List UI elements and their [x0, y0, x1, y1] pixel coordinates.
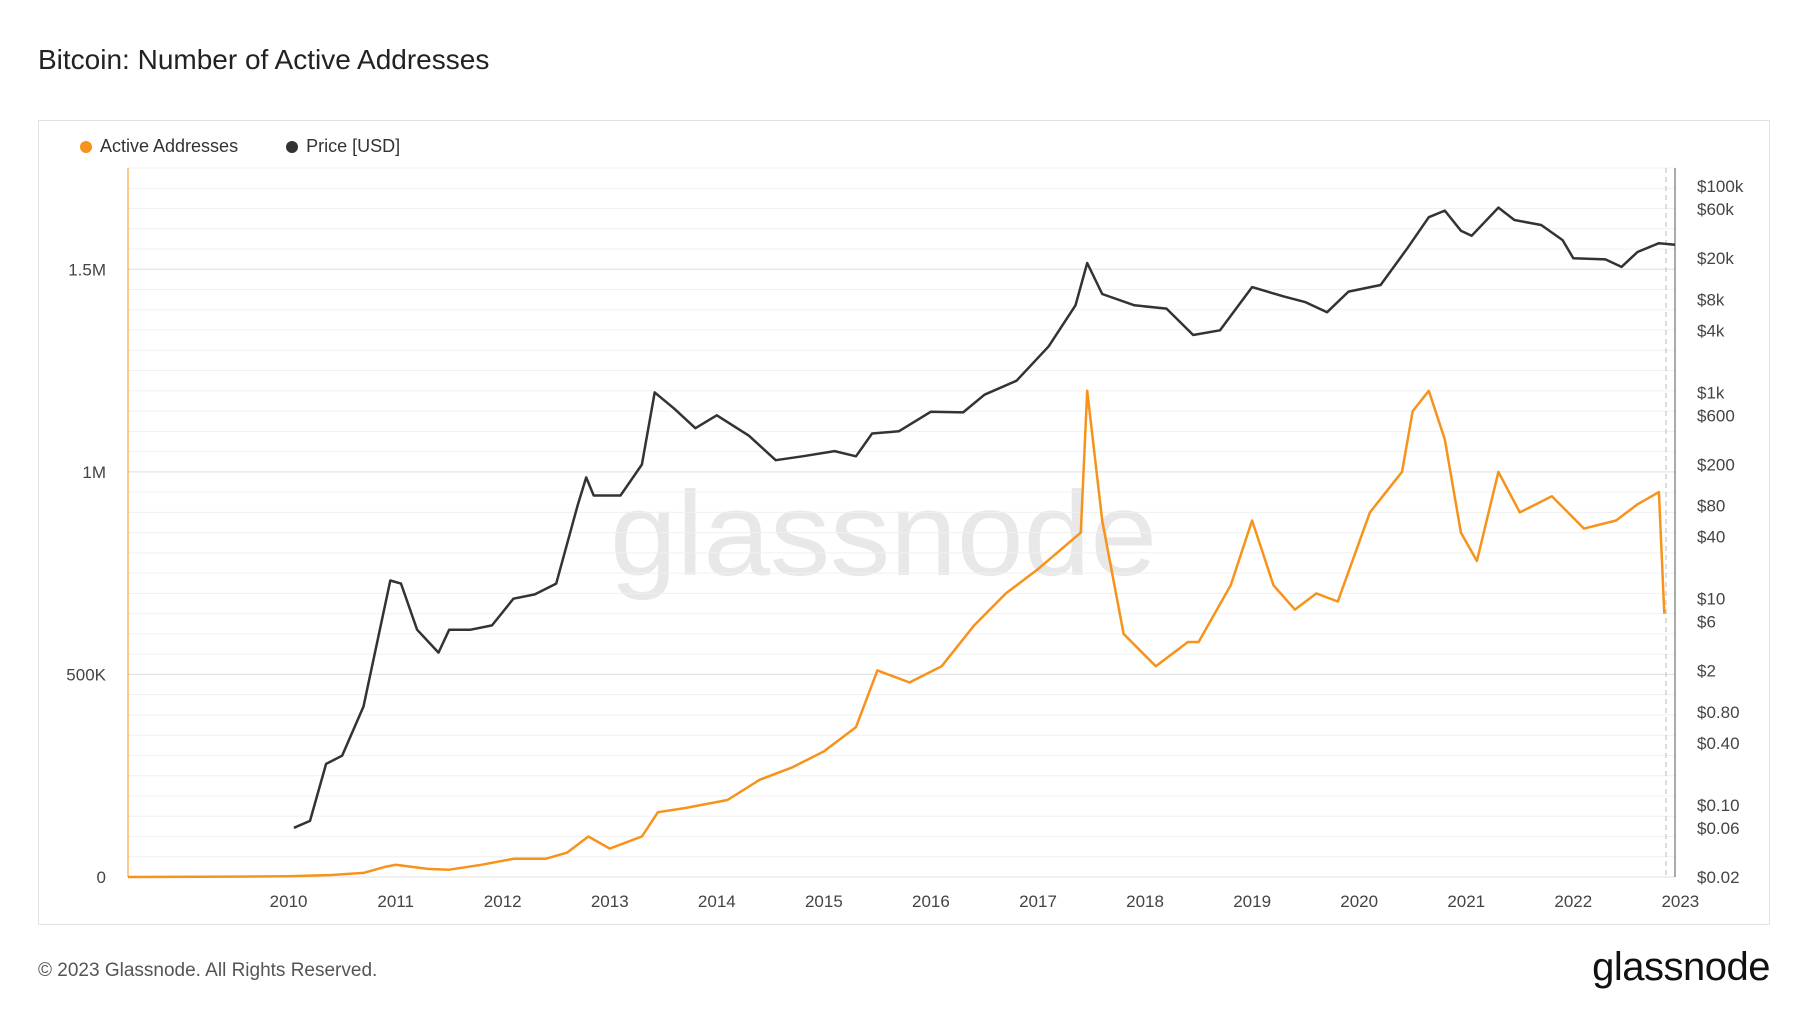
watermark: glassnode: [610, 467, 1157, 601]
x-tick-label: 2012: [484, 892, 522, 911]
y-left-tick-label: 1M: [82, 463, 106, 482]
chart-legend: Active Addresses Price [USD]: [80, 136, 400, 157]
y-left-tick-label: 0: [97, 868, 106, 887]
y-right-tick-label: $8k: [1697, 290, 1725, 309]
legend-dot-icon: [80, 140, 92, 153]
y-right-tick-label: $6: [1697, 613, 1716, 632]
x-tick-label: 2022: [1554, 892, 1592, 911]
brand-logo[interactable]: glassnode: [1592, 945, 1770, 989]
y-right-axis: $100k $60k $20k $8k $4k $1k $600 $200 $80 $40 $10 $…: [1697, 177, 1744, 887]
x-tick-label: 2016: [912, 892, 950, 911]
x-tick-label: 2015: [805, 892, 843, 911]
x-tick-label: 2011: [377, 892, 414, 911]
y-right-tick-label: $40: [1697, 528, 1725, 547]
y-right-tick-label: $10: [1697, 590, 1725, 609]
price-line: [293, 206, 1676, 829]
page-title: Bitcoin: Number of Active Addresses: [38, 44, 490, 75]
legend-label: Active Addresses: [100, 136, 239, 156]
x-tick-label: 2017: [1019, 892, 1057, 911]
y-right-tick-label: $0.10: [1697, 796, 1740, 815]
y-right-tick-label: $0.80: [1697, 703, 1740, 722]
y-right-tick-label: $100k: [1697, 177, 1744, 196]
legend-label: Price [USD]: [306, 136, 401, 156]
y-right-tick-label: $80: [1697, 497, 1725, 516]
x-tick-label: 2014: [698, 892, 736, 911]
chart-panel: [38, 120, 1770, 925]
y-right-tick-label: $0.40: [1697, 734, 1740, 753]
x-tick-label: 2023: [1661, 892, 1699, 911]
x-tick-label: 2021: [1447, 892, 1485, 911]
legend-item-price[interactable]: Price [USD]: [286, 136, 400, 157]
y-left-tick-label: 500K: [66, 665, 106, 684]
y-right-tick-label: $1k: [1697, 383, 1725, 402]
active-addresses-line: [127, 389, 1666, 879]
y-right-tick-label: $200: [1697, 455, 1735, 474]
x-tick-label: 2019: [1233, 892, 1271, 911]
legend-dot-icon: [286, 140, 299, 153]
y-right-tick-label: $600: [1697, 406, 1735, 425]
x-tick-label: 2020: [1340, 892, 1378, 911]
y-left-axis: 0 500K 1M 1.5M: [66, 260, 106, 887]
y-right-tick-label: $4k: [1697, 321, 1725, 340]
y-right-tick-label: $2: [1697, 662, 1716, 681]
x-tick-label: 2018: [1126, 892, 1164, 911]
y-right-tick-label: $60k: [1697, 200, 1734, 219]
x-tick-label: 2010: [270, 892, 308, 911]
copyright-text: © 2023 Glassnode. All Rights Reserved.: [38, 960, 378, 981]
series-lines: [127, 206, 1676, 879]
legend-item-active-addresses[interactable]: Active Addresses: [80, 136, 238, 157]
y-left-tick-label: 1.5M: [68, 260, 106, 279]
x-axis: 2010 2011 2012 2013 2014 2015 2016 2017 2018 2019…: [270, 892, 1700, 911]
grid: [127, 167, 1676, 878]
x-tick-label: 2013: [591, 892, 629, 911]
y-right-tick-label: $0.06: [1697, 819, 1740, 838]
y-right-tick-label: $20k: [1697, 249, 1734, 268]
y-right-tick-label: $0.02: [1697, 868, 1740, 887]
